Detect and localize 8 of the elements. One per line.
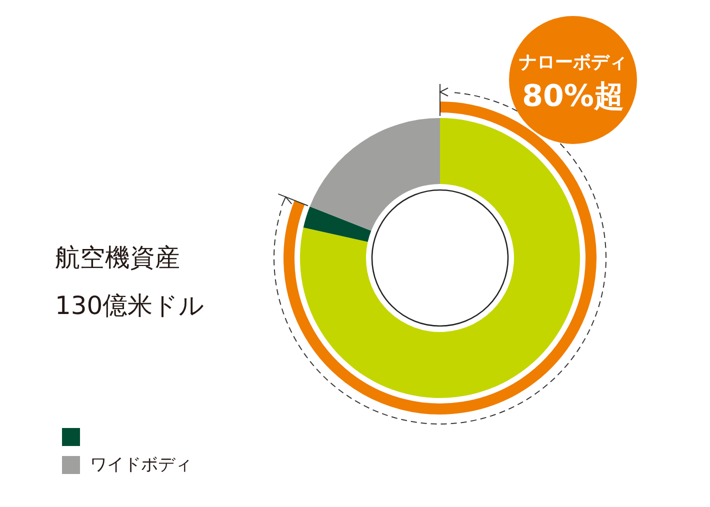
text: 130億米ドル — [55, 291, 205, 320]
legend-label: ワイドボディ — [90, 455, 192, 475]
donut-slice — [310, 118, 440, 231]
donut-slice — [300, 118, 580, 398]
slice-label: ナローボディ — [519, 52, 627, 73]
text: 80%超 — [522, 79, 624, 114]
donut-slice — [303, 206, 372, 242]
text: 航空機資産 — [55, 243, 180, 272]
